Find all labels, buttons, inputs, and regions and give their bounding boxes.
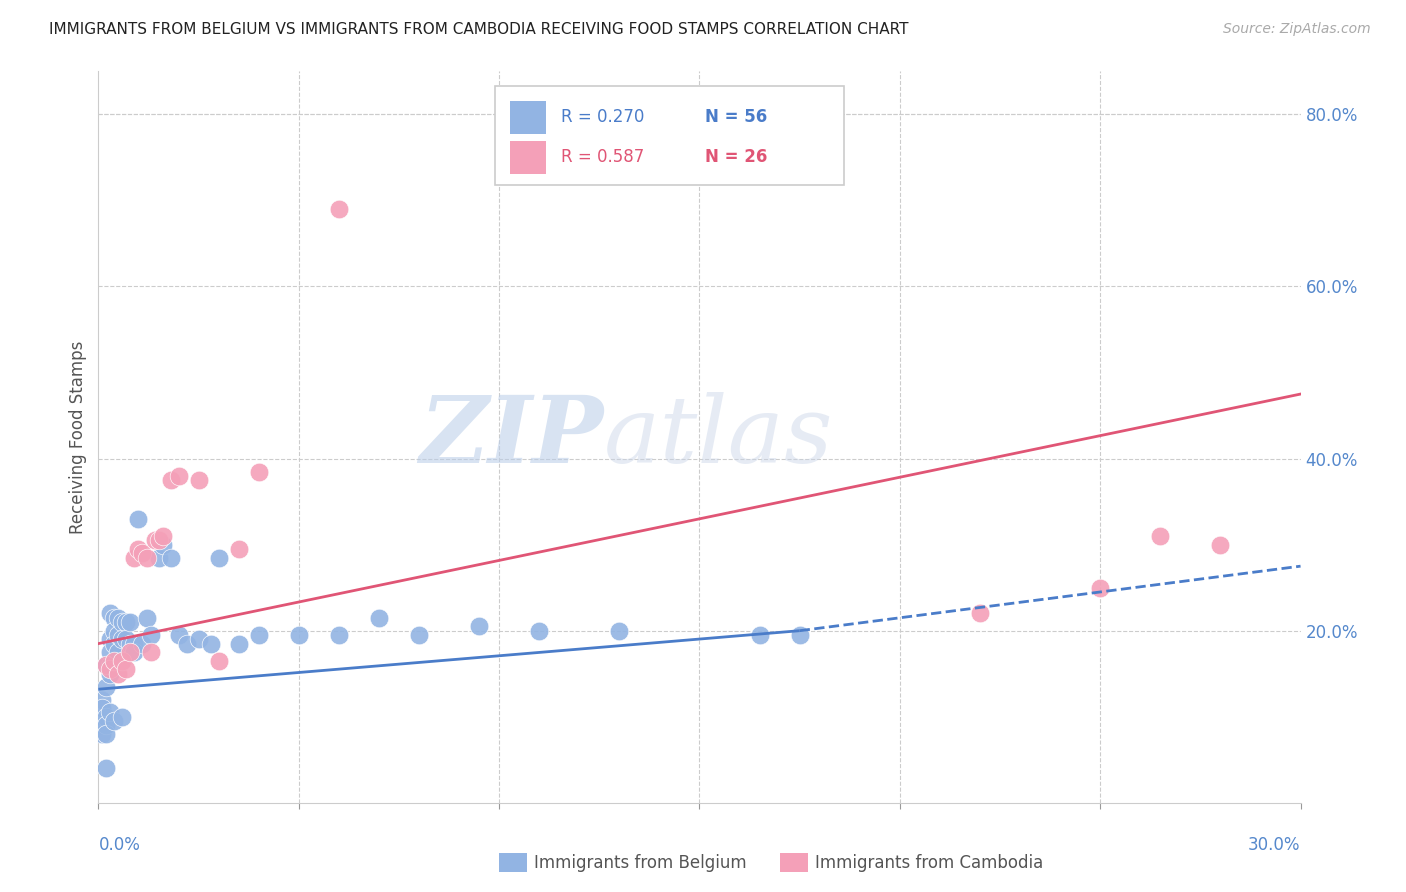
Text: 0.0%: 0.0% [98,836,141,854]
Point [368,611,391,625]
Point [96,658,118,673]
FancyBboxPatch shape [495,86,844,185]
Point [124,637,146,651]
Point [103,654,125,668]
Point [100,706,122,720]
Point [1149,529,1171,543]
Point [187,473,209,487]
Point [107,645,129,659]
Point [128,512,150,526]
Point [228,637,250,651]
Point [111,654,134,668]
Text: N = 26: N = 26 [706,148,768,166]
Point [208,550,231,565]
Text: Immigrants from Cambodia: Immigrants from Cambodia [815,854,1043,871]
Point [107,611,129,625]
Point [148,550,170,565]
Point [107,628,129,642]
Point [120,645,142,659]
Point [120,615,142,629]
Point [152,538,174,552]
Point [1209,538,1232,552]
Point [131,546,153,560]
Text: R = 0.270: R = 0.270 [561,108,644,126]
Text: 30.0%: 30.0% [1249,836,1301,854]
Point [115,615,138,629]
Point [124,645,146,659]
Point [91,710,114,724]
Point [609,624,631,638]
Text: Source: ZipAtlas.com: Source: ZipAtlas.com [1223,22,1371,37]
Point [100,662,122,676]
Point [96,718,118,732]
Point [143,533,166,548]
Point [96,727,118,741]
Point [200,637,222,651]
Point [131,637,153,651]
Point [167,468,190,483]
Point [208,654,231,668]
Point [111,632,134,647]
Point [107,666,129,681]
Point [139,645,162,659]
Point [115,632,138,647]
Bar [509,141,546,174]
Point [100,632,122,647]
Point [100,607,122,621]
Bar [509,101,546,134]
Point [1088,581,1111,595]
Point [152,529,174,543]
Text: R = 0.587: R = 0.587 [561,148,644,166]
Point [91,701,114,715]
Point [103,637,125,651]
Point [247,628,270,642]
Point [100,666,122,681]
Point [124,550,146,565]
Point [91,692,114,706]
Point [148,533,170,548]
Point [96,761,118,775]
Point [167,628,190,642]
Point [135,550,157,565]
Point [468,619,491,633]
Point [128,541,150,556]
Point [103,714,125,728]
Text: Immigrants from Belgium: Immigrants from Belgium [534,854,747,871]
Point [103,611,125,625]
Point [176,637,198,651]
Text: IMMIGRANTS FROM BELGIUM VS IMMIGRANTS FROM CAMBODIA RECEIVING FOOD STAMPS CORREL: IMMIGRANTS FROM BELGIUM VS IMMIGRANTS FR… [49,22,908,37]
Point [115,662,138,676]
Text: N = 56: N = 56 [706,108,768,126]
Y-axis label: Receiving Food Stamps: Receiving Food Stamps [69,341,87,533]
Point [969,607,991,621]
Point [91,718,114,732]
Point [100,645,122,659]
Point [96,710,118,724]
Point [228,541,250,556]
Point [187,632,209,647]
Point [135,611,157,625]
Text: ZIP: ZIP [419,392,603,482]
Point [96,658,118,673]
Point [328,202,350,216]
Text: atlas: atlas [603,392,832,482]
Point [288,628,311,642]
Point [103,624,125,638]
Point [247,465,270,479]
Point [789,628,811,642]
Point [529,624,551,638]
Point [96,680,118,694]
Point [408,628,430,642]
Point [111,615,134,629]
Point [159,550,181,565]
Point [328,628,350,642]
Point [748,628,770,642]
Point [139,628,162,642]
Point [159,473,181,487]
Point [120,637,142,651]
Point [100,658,122,673]
Point [91,727,114,741]
Point [111,710,134,724]
